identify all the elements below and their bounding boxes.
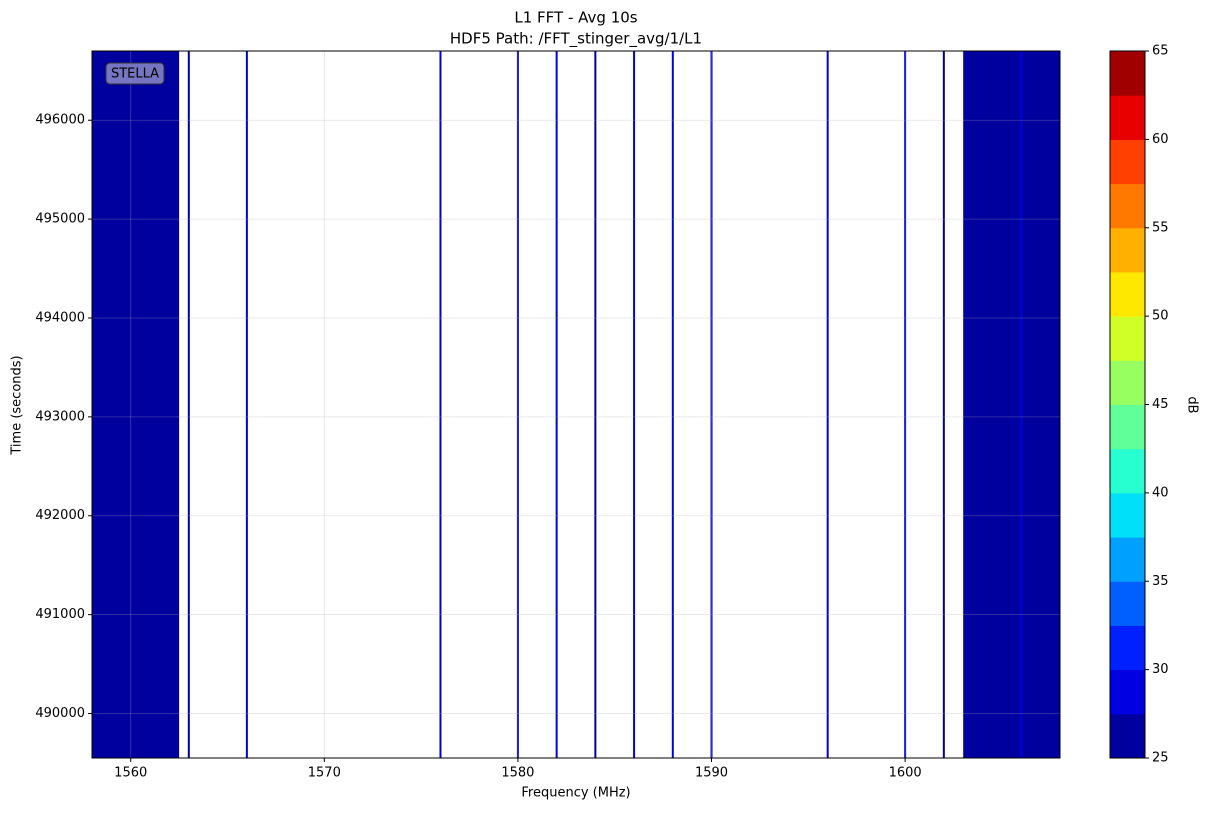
colorbar-segment <box>1110 581 1145 626</box>
colorbar-segment <box>1110 51 1145 96</box>
spectral-line <box>710 51 713 758</box>
colorbar-segment <box>1110 492 1145 538</box>
colorbar-tick-label: 50 <box>1152 309 1169 324</box>
colorbar-segment <box>1110 316 1145 361</box>
colorbar-segment <box>1110 404 1145 450</box>
chart-subtitle: HDF5 Path: /FFT_stinger_avg/1/L1 <box>450 30 702 49</box>
y-tick-label: 491000 <box>35 607 85 622</box>
colorbar-segment <box>1110 95 1145 140</box>
spectral-line <box>1020 51 1023 758</box>
colorbar-tick-label: 30 <box>1152 662 1169 677</box>
annotation-box <box>105 62 165 85</box>
spectral-line <box>633 51 636 758</box>
colorbar-segment <box>1110 669 1145 715</box>
y-tick-label: 496000 <box>35 113 85 128</box>
colorbar-segment <box>1110 183 1145 229</box>
spectral-line <box>555 51 558 758</box>
y-tick-label: 490000 <box>35 706 85 721</box>
annotation: STELLA <box>111 67 159 82</box>
colorbar-tick-label: 55 <box>1152 220 1169 235</box>
spectral-line <box>516 51 519 758</box>
x-tick-label: 1560 <box>114 766 147 781</box>
spectral-line <box>187 51 190 758</box>
y-tick-label: 492000 <box>35 508 85 523</box>
spectral-line <box>594 51 597 758</box>
x-tick-label: 1570 <box>308 766 341 781</box>
y-tick-label: 494000 <box>35 310 85 325</box>
spectral-line <box>826 51 829 758</box>
colorbar-segment <box>1110 139 1145 185</box>
colorbar-segment <box>1110 448 1145 494</box>
y-tick-label: 495000 <box>35 212 85 227</box>
colorbar-label: dB <box>1185 396 1200 413</box>
band <box>963 51 1060 758</box>
band <box>92 51 180 758</box>
y-tick-label: 493000 <box>35 409 85 424</box>
x-tick-label: 1600 <box>889 766 922 781</box>
colorbar-tick-label: 65 <box>1152 44 1169 59</box>
spectral-line <box>942 51 945 758</box>
colorbar-tick-label: 25 <box>1152 751 1169 766</box>
x-axis-label: Frequency (MHz) <box>521 786 630 801</box>
colorbar-segment <box>1110 271 1145 317</box>
colorbar-segment <box>1110 537 1145 582</box>
x-tick-label: 1580 <box>501 766 534 781</box>
y-axis-label: Time (seconds) <box>10 355 25 455</box>
colorbar-tick-label: 45 <box>1152 397 1169 412</box>
spectral-line <box>904 51 907 758</box>
x-tick-label: 1590 <box>695 766 728 781</box>
chart-title: L1 FFT - Avg 10s <box>514 9 637 27</box>
colorbar-tick-label: 60 <box>1152 132 1169 147</box>
spectral-line <box>671 51 674 758</box>
spectral-line <box>245 51 248 758</box>
colorbar-segment <box>1110 625 1145 671</box>
colorbar-segment <box>1110 227 1145 273</box>
colorbar-tick-label: 40 <box>1152 485 1169 500</box>
plot-frame <box>91 50 1061 759</box>
spectral-line <box>439 51 442 758</box>
colorbar-segment <box>1110 360 1145 405</box>
colorbar-tick-label: 35 <box>1152 574 1169 589</box>
colorbar-segment <box>1110 713 1145 759</box>
